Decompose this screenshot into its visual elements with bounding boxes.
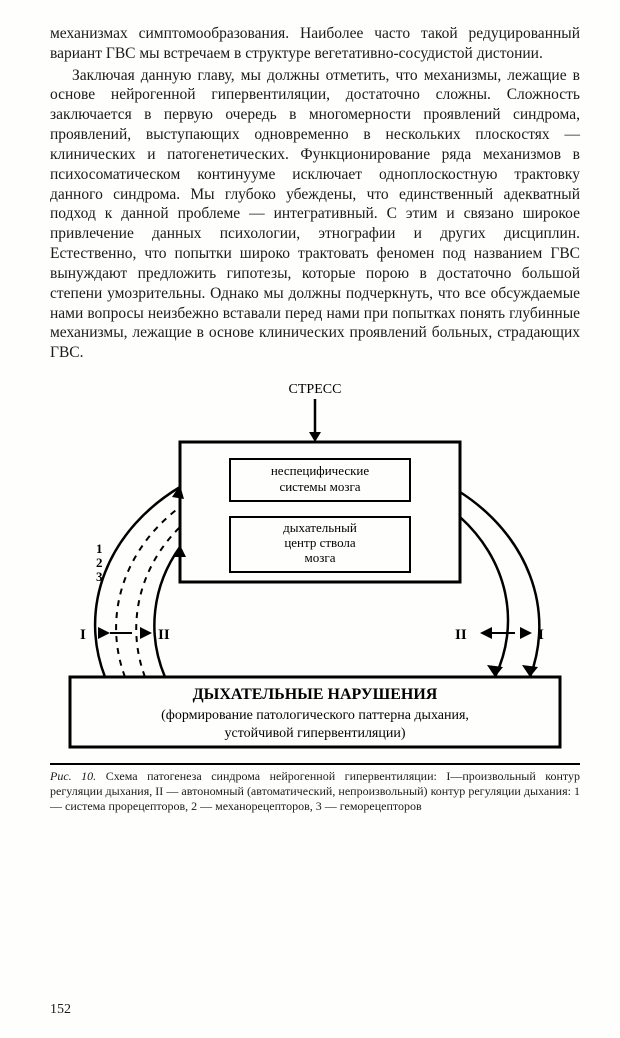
diagram-container: СТРЕСС неспецифические системы мозга дых… (50, 377, 580, 757)
page-number: 152 (50, 1002, 71, 1018)
loop-left-inner-solid (154, 547, 180, 677)
stress-label: СТРЕСС (289, 382, 342, 397)
figure-caption: Рис. 10. Схема патогенеза синдрома нейро… (50, 763, 580, 814)
pathogenesis-diagram: СТРЕСС неспецифические системы мозга дых… (60, 377, 570, 757)
respiratory-disorders-title: ДЫХАТЕЛЬНЫЕ НАРУШЕНИЯ (193, 686, 438, 703)
roman-ii-right: II (455, 627, 467, 643)
loop-right-outer (460, 492, 539, 677)
respiratory-disorders-sub2: устойчивой гипервентиляции) (224, 726, 405, 741)
caption-figure-number: Рис. 10. (50, 769, 96, 783)
nonspecific-systems-line2: системы мозга (279, 479, 360, 494)
roman-i-left: I (80, 627, 86, 643)
roman-i-left-arrow (98, 627, 110, 639)
label-2: 2 (96, 555, 103, 570)
respiratory-disorders-sub1: (формирование патологического паттерна д… (161, 708, 469, 723)
caption-text: Схема патогенеза синдрома нейрогенной ги… (50, 769, 580, 813)
loop-left-dash-1 (116, 507, 180, 677)
roman-ii-left-arrow (140, 627, 152, 639)
roman-ii-left: II (158, 627, 170, 643)
label-1: 1 (96, 541, 103, 556)
roman-i-right-arrow (520, 627, 532, 639)
paragraph-1: механизмах симптомообразования. Наиболее… (50, 24, 580, 64)
loop-right-inner (460, 517, 508, 677)
arrowhead-right-outer (522, 665, 538, 677)
respiratory-center-line1: дыхательный (283, 520, 357, 535)
label-3: 3 (96, 569, 103, 584)
arrowhead-right-inner (487, 665, 503, 677)
roman-i-right: I (538, 627, 544, 643)
nonspecific-systems-line1: неспецифические (271, 463, 370, 478)
respiratory-center-line3: мозга (305, 550, 336, 565)
roman-ii-right-arrow (480, 627, 492, 639)
paragraph-2: Заключая данную главу, мы должны отметит… (50, 66, 580, 363)
page: механизмах симптомообразования. Наиболее… (0, 0, 620, 1038)
respiratory-center-line2: центр ствола (284, 535, 356, 550)
